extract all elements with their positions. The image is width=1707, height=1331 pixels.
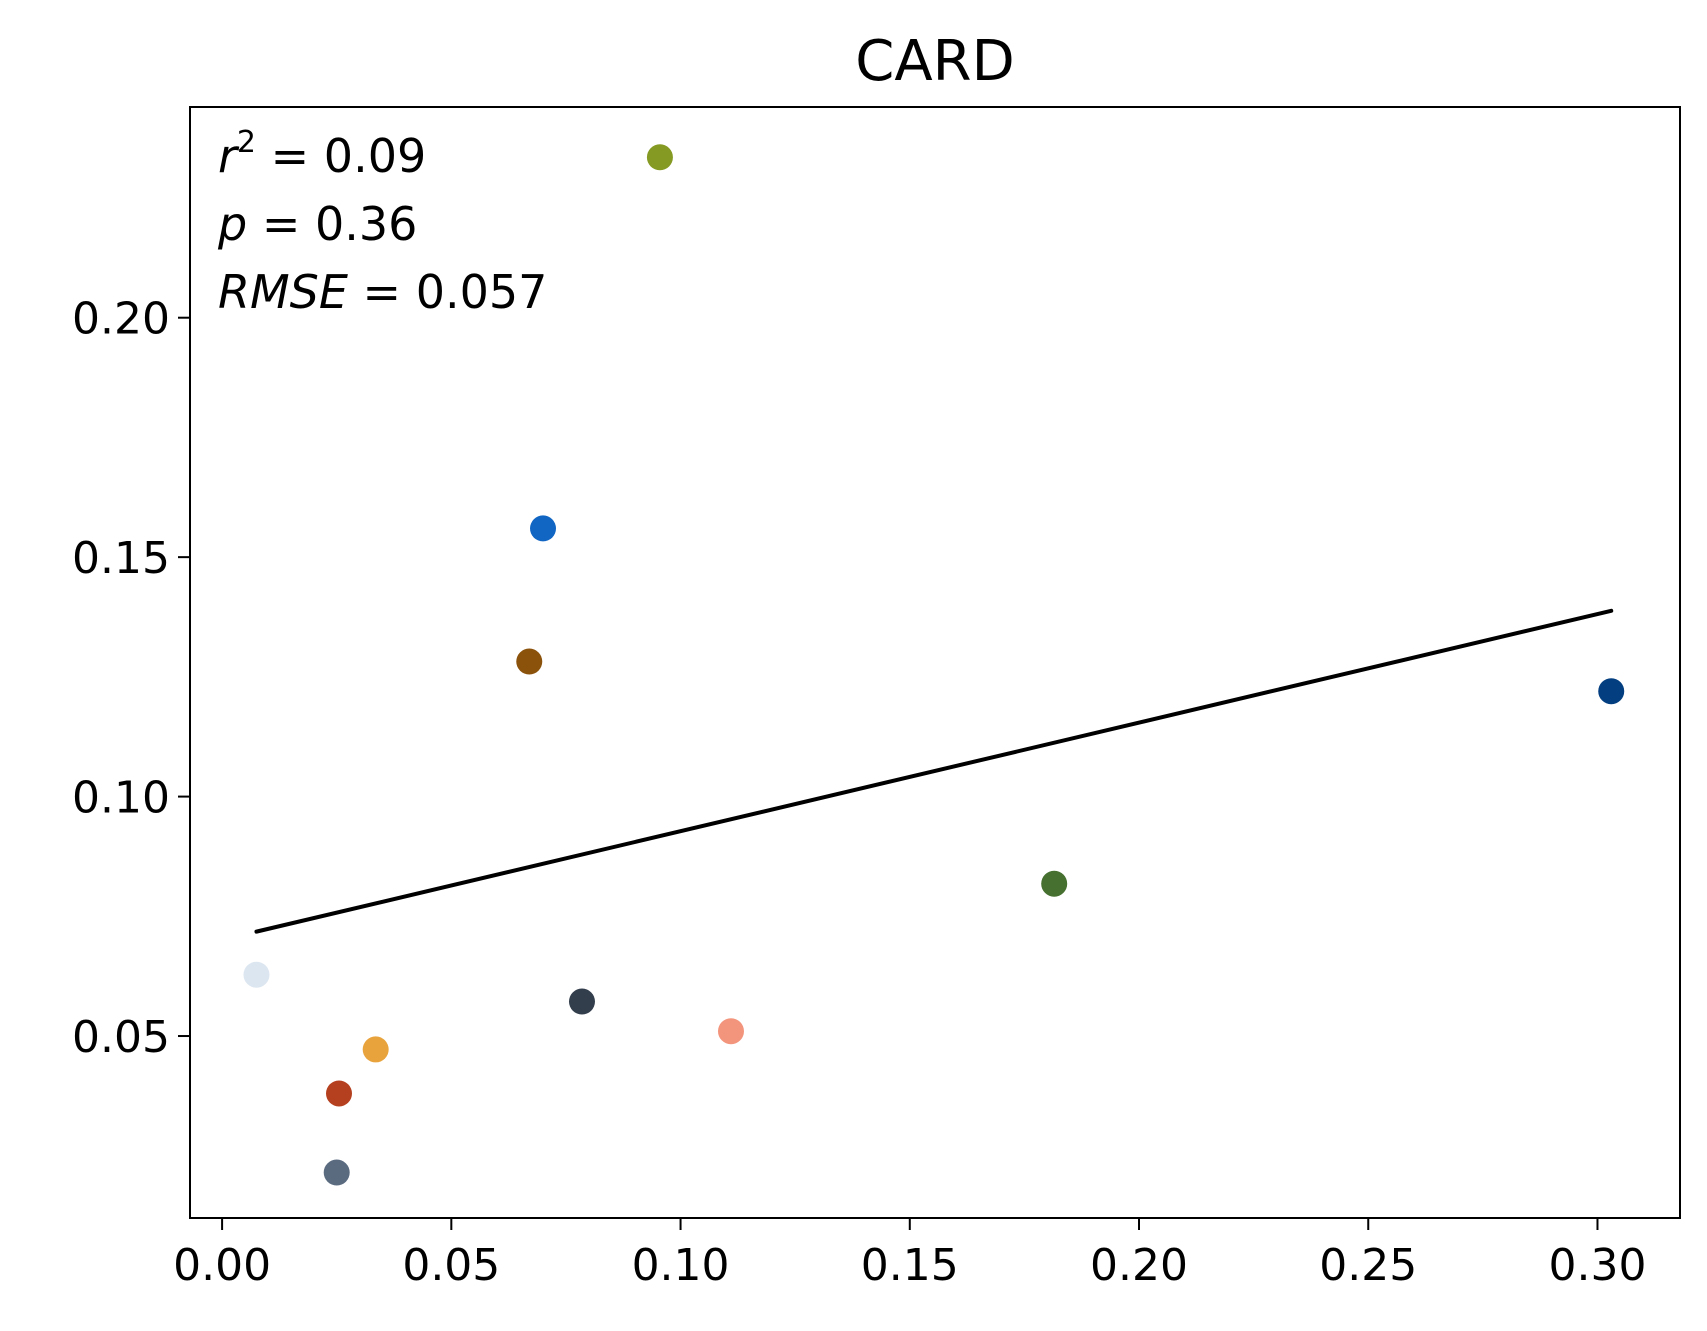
rmse-value: = 0.057 <box>348 265 547 319</box>
p-value-value: = 0.36 <box>247 197 417 251</box>
r-squared-annotation: r2 = 0.09 <box>218 125 426 183</box>
scatter-point <box>516 648 543 675</box>
p-value-annotation: p = 0.36 <box>217 197 417 251</box>
r-squared-value: = 0.09 <box>256 129 426 183</box>
regression-line <box>254 608 1614 934</box>
x-tick-label: 0.10 <box>632 1240 730 1291</box>
r-squared-symbol: r <box>218 129 240 183</box>
x-tick-label: 0.25 <box>1319 1240 1417 1291</box>
marks-layer <box>243 144 1625 1186</box>
stats-annotation: r2 = 0.09 p = 0.36 RMSE = 0.057 <box>217 125 547 319</box>
scatter-point <box>323 1159 350 1186</box>
x-tick-label: 0.15 <box>861 1240 959 1291</box>
axes-layer: 0.00 0.05 0.10 0.15 0.20 0.25 0.30 0.05 0.10 0.15… <box>72 294 1646 1291</box>
rmse-symbol: RMSE <box>218 265 348 319</box>
scatter-point <box>326 1080 352 1107</box>
y-tick-label: 0.10 <box>72 773 170 824</box>
scatter-point <box>530 515 557 542</box>
x-tick-label: 0.30 <box>1548 1240 1646 1291</box>
x-tick-label: 0.05 <box>402 1240 500 1291</box>
scatter-point <box>1041 870 1068 897</box>
y-tick-label: 0.05 <box>72 1012 170 1063</box>
scatter-point <box>243 961 270 988</box>
plot-frame <box>189 106 1681 1219</box>
y-tick-label: 0.15 <box>72 533 170 584</box>
scatter-point <box>717 1018 744 1045</box>
rmse-annotation: RMSE = 0.057 <box>218 265 547 319</box>
y-tick-label: 0.20 <box>72 294 170 345</box>
scatter-point <box>362 1036 389 1063</box>
chart-title: CARD <box>855 29 1014 94</box>
scatter-point <box>1598 678 1625 705</box>
x-tick-label: 0.20 <box>1090 1240 1188 1291</box>
scatter-point <box>568 988 595 1015</box>
scatter-point <box>646 144 673 171</box>
p-value-symbol: p <box>217 197 247 251</box>
r-squared-exponent: 2 <box>237 125 256 160</box>
x-tick-label: 0.00 <box>173 1240 271 1291</box>
